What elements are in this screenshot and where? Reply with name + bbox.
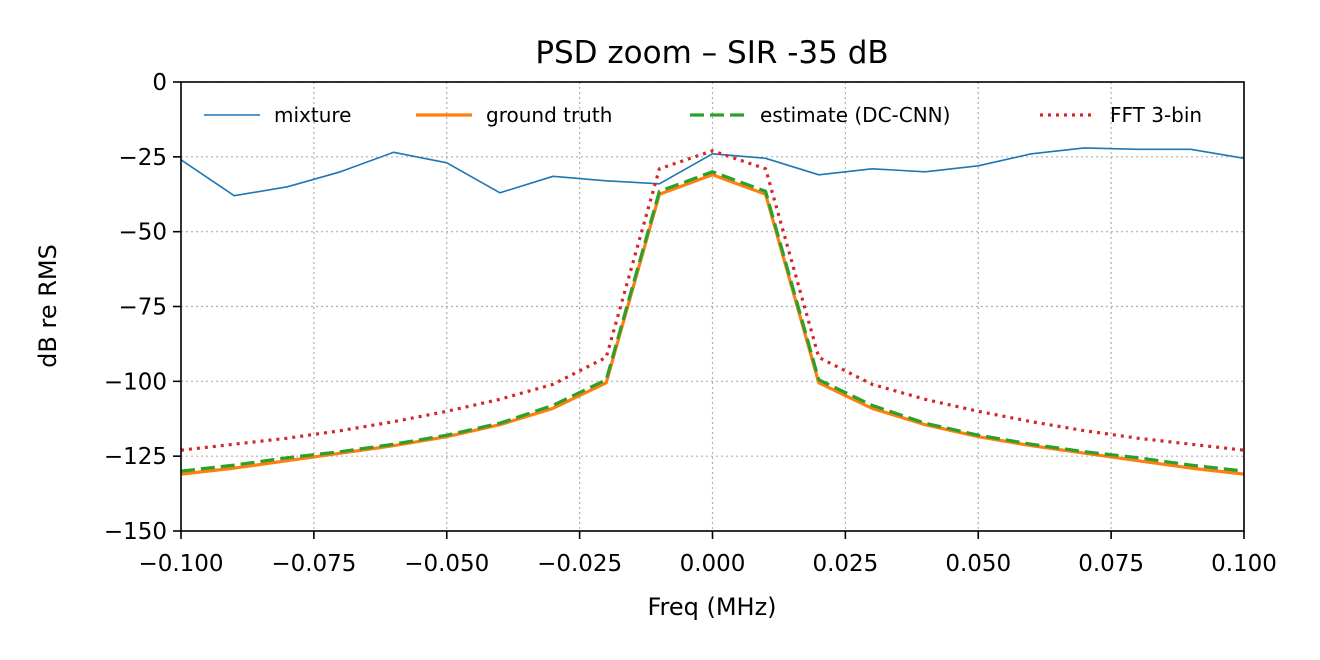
series-line-fft-3-bin [180,149,1245,452]
legend-label-estimate-dc-cnn: estimate (DC-CNN) [760,103,950,127]
axis-ticks: −0.100 −0.075 −0.050 −0.025 0.000 0.025 0.050 0… [104,70,1277,577]
y-tick-label: −150 [104,519,167,545]
y-tick-label: 0 [152,70,167,96]
legend-label-fft-3-bin: FFT 3-bin [1110,103,1202,127]
legend-label-mixture: mixture [274,103,351,127]
y-tick-label: −25 [118,145,167,171]
x-axis-label: Freq (MHz) [647,593,776,621]
x-tick-label: 0.075 [1078,551,1144,577]
y-tick-label: −50 [118,220,167,246]
x-tick-label: −0.100 [138,551,223,577]
y-tick-label: −75 [118,295,167,321]
x-tick-label: −0.075 [271,551,356,577]
x-tick-label: 0.000 [680,551,746,577]
legend: mixture ground truth estimate (DC-CNN) FFT … [204,103,1202,127]
series-line-estimate-dc-cnn [180,170,1245,473]
x-tick-label: 0.100 [1211,551,1277,577]
x-tick-label: −0.025 [537,551,622,577]
chart-title: PSD zoom – SIR -35 dB [535,35,888,71]
y-tick-label: −100 [104,369,167,395]
y-axis-label: dB re RMS [34,244,62,368]
series-lines [180,147,1245,476]
x-tick-label: 0.050 [945,551,1011,577]
y-tick-label: −125 [104,444,167,470]
x-tick-label: 0.025 [812,551,878,577]
series-line-mixture [180,147,1245,197]
legend-label-ground-truth: ground truth [486,103,612,127]
x-tick-label: −0.050 [404,551,489,577]
